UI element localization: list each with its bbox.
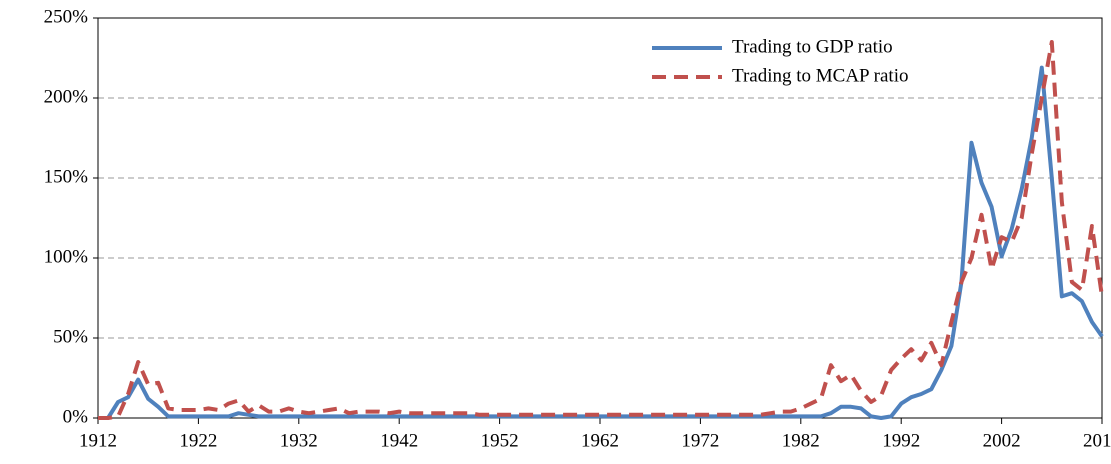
y-tick-label: 150% xyxy=(44,166,89,187)
x-tick-label: 1962 xyxy=(581,430,619,451)
x-tick-label: 2002 xyxy=(983,430,1021,451)
legend: Trading to GDP ratio Trading to MCAP rati… xyxy=(652,36,908,86)
x-tick-label: 1922 xyxy=(179,430,217,451)
plot-border xyxy=(97,17,1103,419)
x-tick-label: 2012 xyxy=(1083,430,1111,451)
x-tick-label: 1932 xyxy=(280,430,318,451)
legend-label: Trading to GDP ratio xyxy=(732,36,893,57)
data-line xyxy=(98,65,1104,420)
legend-label: Trading to MCAP ratio xyxy=(732,65,908,86)
data-line xyxy=(98,40,1104,420)
y-tick-label: 50% xyxy=(53,326,88,347)
y-tick-label: 250% xyxy=(44,6,89,27)
x-tick-label: 1942 xyxy=(380,430,418,451)
x-tick-label: 1952 xyxy=(481,430,519,451)
x-tick-label: 1912 xyxy=(79,430,117,451)
y-tick-label: 0% xyxy=(63,406,89,427)
x-tick-label: 1982 xyxy=(782,430,820,451)
y-tick-label: 100% xyxy=(44,246,89,267)
x-tick-label: 1992 xyxy=(882,430,920,451)
y-tick-label: 200% xyxy=(44,86,89,107)
x-tick-label: 1972 xyxy=(681,430,719,451)
